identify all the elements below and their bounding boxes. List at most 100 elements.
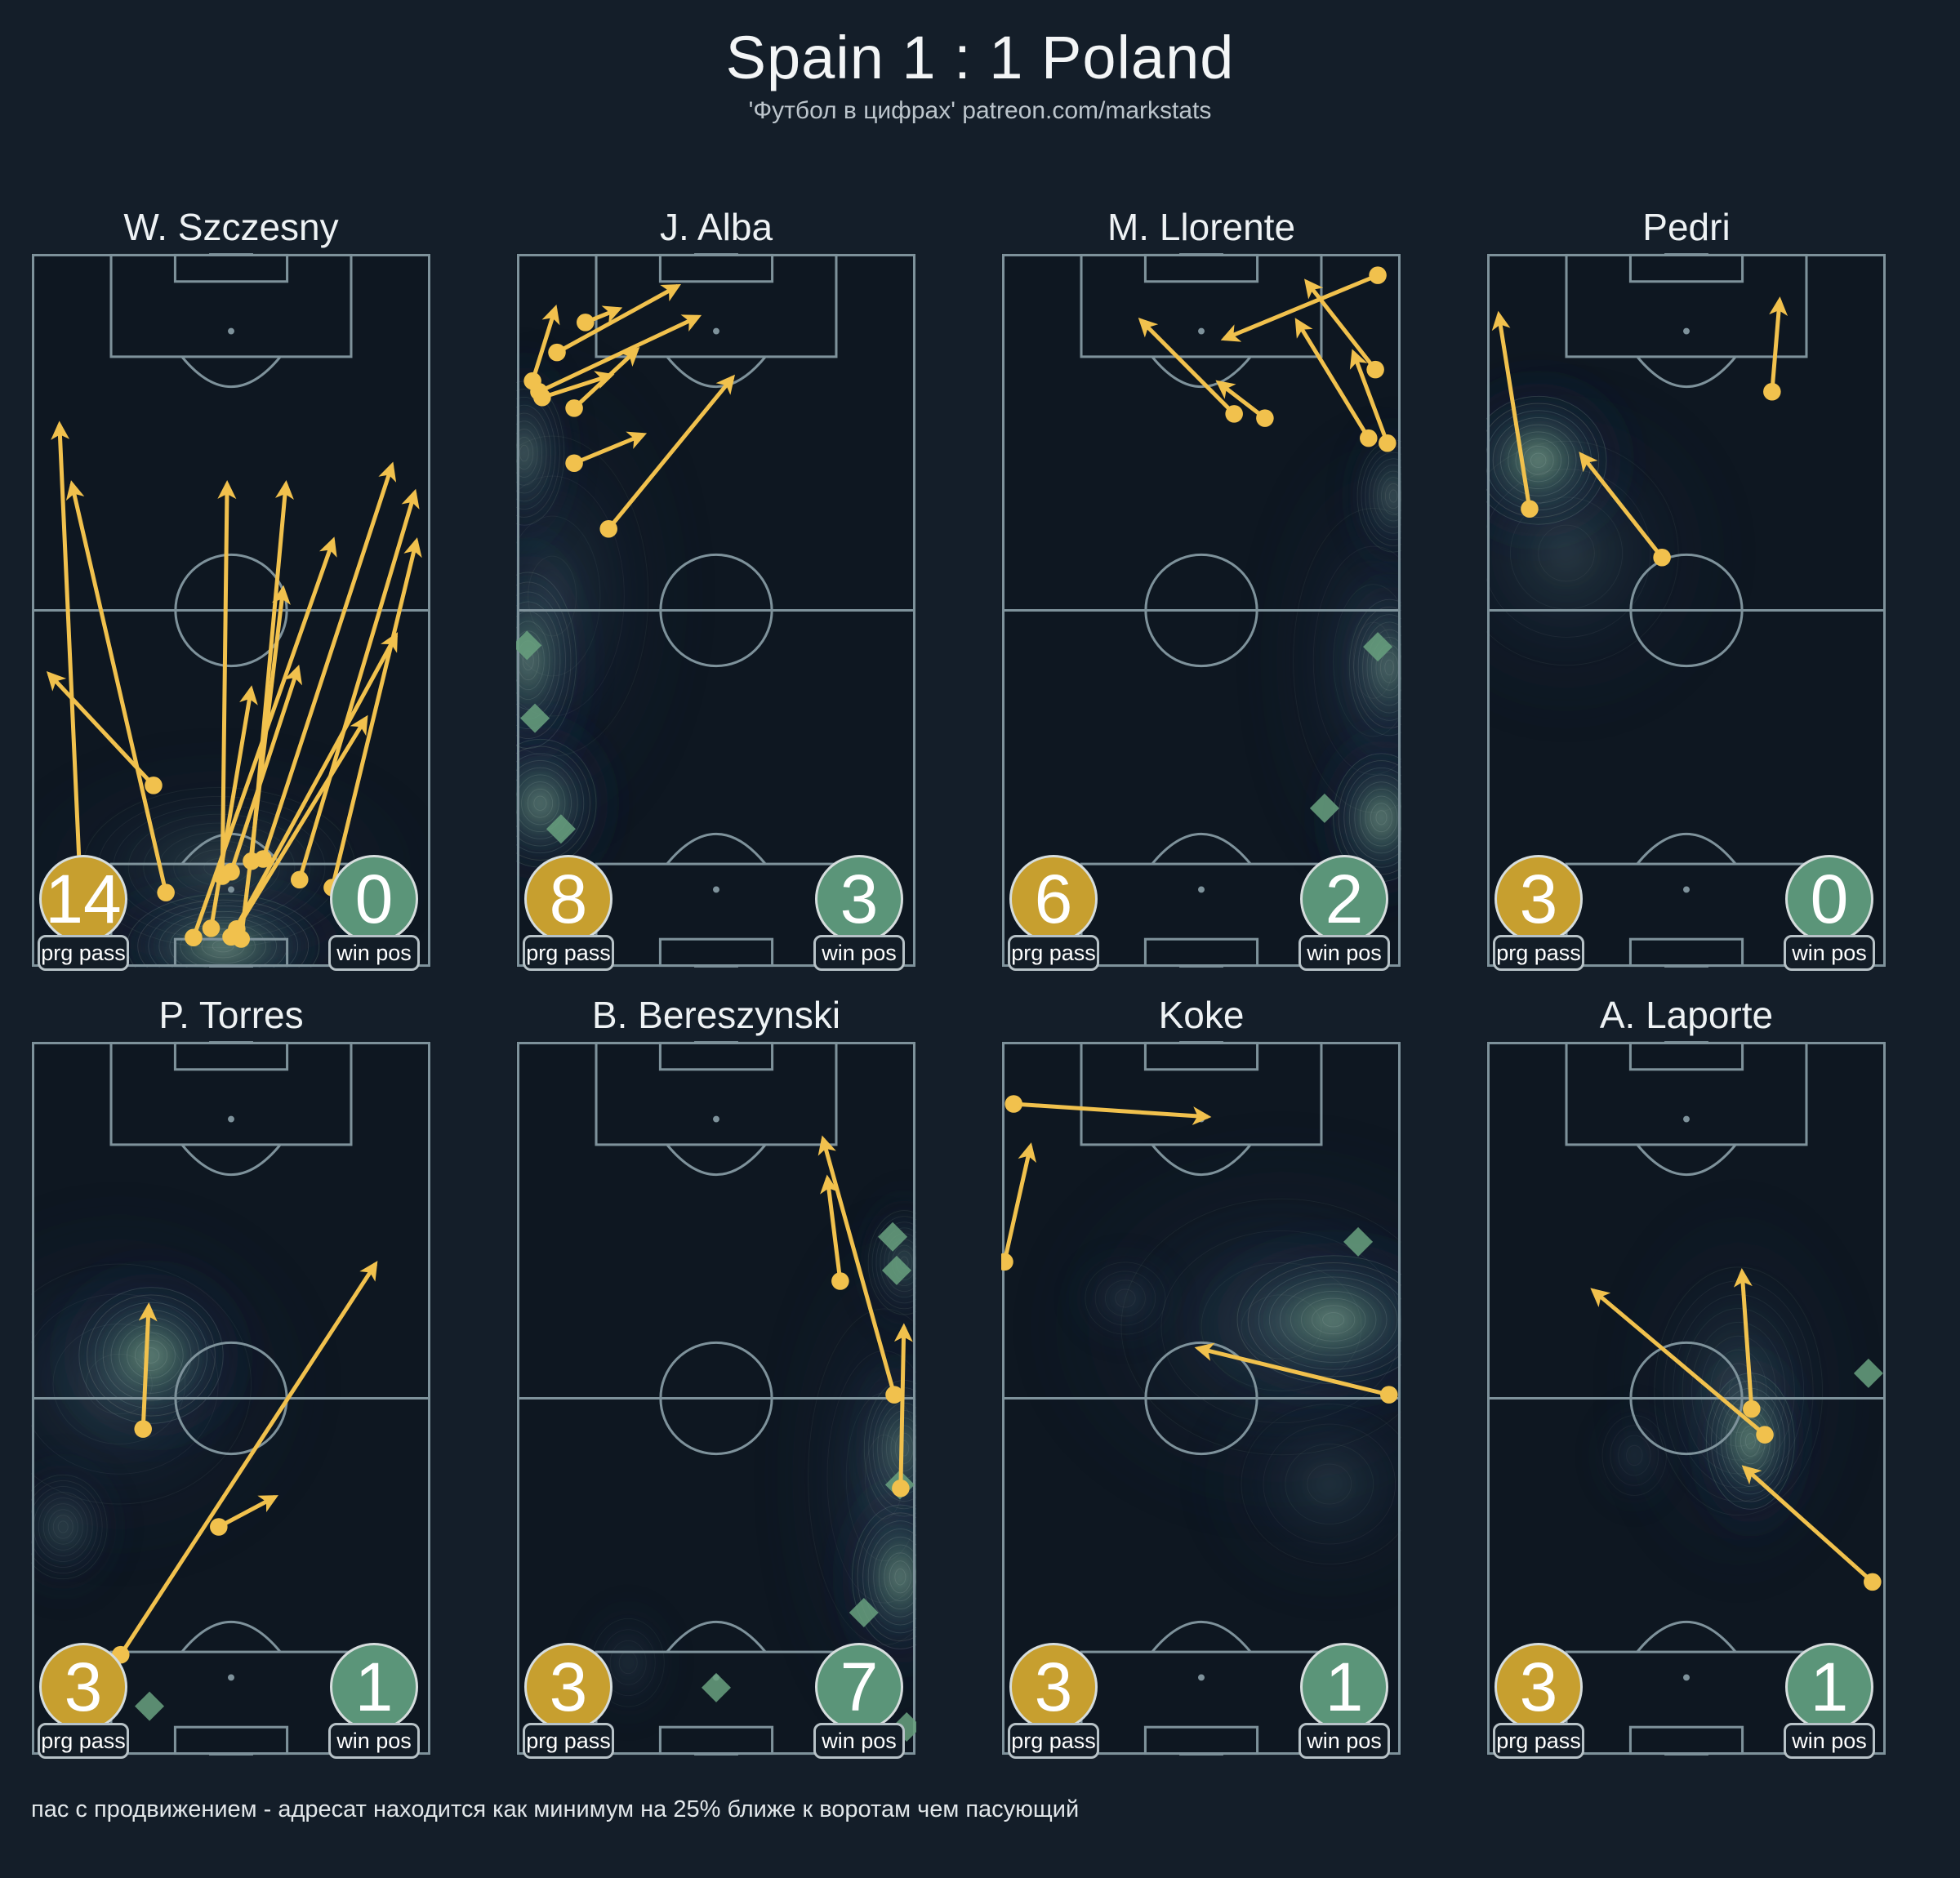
prg-pass-count: 6 [1009,855,1098,943]
prg-pass-badge: 3 prg pass [1493,1643,1584,1759]
pitch: 3 prg pass 0 win pos [1486,253,1886,971]
win-pos-diamond [1363,632,1393,662]
pass-arrow [217,1495,278,1529]
pass-origin-dot [1763,382,1781,401]
prg-pass-count: 3 [1494,1643,1583,1731]
pass-arrow [537,314,702,394]
player-name: Pedri [1642,206,1731,248]
pass-arrow [607,374,735,531]
win-pos-count: 1 [330,1643,418,1731]
pass-arrow [229,632,399,938]
pass-arrow [238,585,291,940]
pass-arrow [234,714,368,931]
pass-origin-dot [1743,1400,1761,1418]
win-pos-badge: 1 win pos [328,1643,420,1759]
pass-origin-dot [185,928,203,947]
pass-arrow [1491,310,1532,510]
pitch-svg [1001,1041,1401,1756]
heatmap [1009,1109,1401,1621]
pass-origin-dot [565,454,583,473]
pitch: 3 prg pass 1 win pos [31,1041,431,1759]
prg-pass-label: prg pass [1008,1723,1099,1759]
pass-origin-dot [290,870,309,889]
prg-pass-label: prg pass [1493,935,1584,971]
pass-origin-dot [831,1272,849,1290]
player-name: W. Szczesny [123,206,339,248]
pass-arrow [1215,380,1267,421]
win-pos-diamond [135,1691,165,1721]
prg-pass-label: prg pass [1008,935,1099,971]
player-pitch-panel: W. Szczesny 14 prg pass 0 win pos [31,204,431,971]
player-pitch-panel: A. Laporte 3 prg pass 1 win pos [1486,992,1886,1759]
pass-arrow [261,461,397,860]
win-pos-label: win pos [813,1723,905,1759]
player-name: J. Alba [659,206,773,248]
pass-origin-dot [548,343,566,362]
prg-pass-count: 8 [524,855,612,943]
win-pos-badge: 2 win pos [1298,855,1390,971]
win-pos-count: 1 [1300,1643,1388,1731]
prg-pass-badge: 3 prg pass [1493,855,1584,971]
possession-win-markers [135,1691,165,1721]
pass-origin-dot [599,519,617,538]
pass-arrow [217,480,237,877]
pass-origin-dot [232,930,251,948]
pitch: 6 prg pass 2 win pos [1001,253,1401,971]
progressive-pass-arrows [1491,296,1788,567]
win-pos-count: 0 [1785,855,1873,943]
win-pos-count: 1 [1785,1643,1873,1731]
pass-origin-dot [254,850,272,868]
pass-arrow [530,304,560,382]
pass-arrow [1769,296,1788,392]
prg-pass-badge: 8 prg pass [523,855,614,971]
win-pos-label: win pos [1298,1723,1390,1759]
pass-arrow [1013,1101,1212,1126]
pass-origin-dot [202,919,220,937]
prg-pass-badge: 6 prg pass [1008,855,1099,971]
win-pos-label: win pos [1784,1723,1875,1759]
pass-arrow [1579,452,1664,559]
pitch-lines [1486,253,1886,968]
prg-pass-badge: 3 prg pass [38,1643,129,1759]
pitch-svg [516,1041,916,1756]
prg-pass-badge: 3 prg pass [523,1643,614,1759]
heatmap [31,1180,344,1616]
prg-pass-badge: 14 prg pass [38,855,129,971]
pass-arrow [229,665,303,873]
pass-origin-dot [1653,548,1671,567]
prg-pass-label: prg pass [523,935,614,971]
prg-pass-count: 3 [524,1643,612,1731]
pass-arrow [1294,318,1370,439]
player-name: M. Llorente [1107,206,1296,248]
pass-arrow [1741,1465,1874,1584]
pitch-svg [1486,1041,1886,1756]
pass-origin-dot [1360,429,1378,447]
prg-pass-count: 3 [39,1643,127,1731]
pass-origin-dot [885,1386,903,1404]
pitch: 14 prg pass 0 win pos [31,253,431,971]
prg-pass-label: prg pass [38,935,129,971]
pitch-lines [31,1041,431,1756]
pitch-svg [1001,253,1401,968]
player-pitch-panel: Pedri 3 prg pass 0 win pos [1486,204,1886,971]
pitch: 3 prg pass 1 win pos [1486,1041,1886,1759]
pass-arrow [1220,273,1379,342]
progressive-pass-arrows [1590,1268,1882,1591]
progressive-pass-arrows [46,421,422,948]
win-pos-count: 7 [815,1643,903,1731]
player-name: Koke [1158,994,1245,1036]
pass-arrow [138,1302,158,1430]
pass-origin-dot [1004,1095,1023,1113]
header: Spain 1 : 1 Poland 'Футбол в цифрах' pat… [0,0,1960,204]
pass-origin-dot [1379,434,1396,452]
pass-origin-dot [1256,409,1274,427]
player-pitch-panel: M. Llorente 6 prg pass 2 win pos [1001,204,1401,971]
prg-pass-count: 3 [1009,1643,1098,1731]
pass-origin-dot [157,883,175,901]
pass-arrow [1002,1142,1036,1262]
pitch: 3 prg pass 7 win pos [516,1041,916,1759]
pass-origin-dot [1369,266,1387,284]
pass-origin-dot [1756,1426,1774,1444]
prg-pass-badge: 3 prg pass [1008,1643,1099,1759]
win-pos-count: 3 [815,855,903,943]
